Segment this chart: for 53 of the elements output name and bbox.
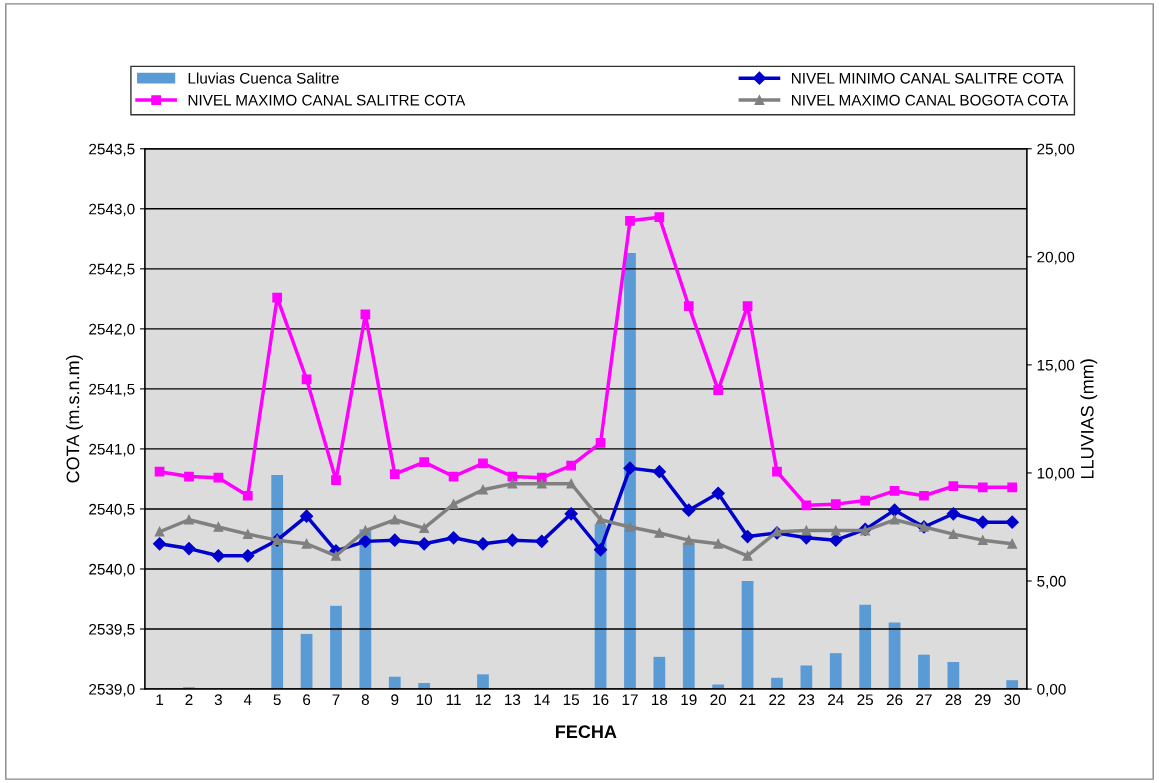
x-tick-label: 5 (273, 694, 281, 706)
x-tick-label: 21 (739, 694, 756, 705)
y2-tick-label: 5,00 (1037, 575, 1066, 589)
x-tick-label: 14 (534, 694, 550, 705)
y-tick-label: 2542,5 (89, 263, 135, 277)
x-tick-label: 18 (652, 694, 668, 706)
y-axis-title: COTA (m.s.n.m) (66, 355, 83, 483)
x-tick-label: 30 (1004, 694, 1021, 706)
x-axis-title: FECHA (555, 725, 617, 739)
y-tick-label: 2540,5 (89, 503, 135, 517)
y-tick-label: 2543,5 (89, 143, 135, 157)
x-tick-label: 20 (710, 694, 727, 706)
x-tick-label: 17 (622, 694, 638, 705)
x-tick-label: 29 (975, 694, 991, 706)
y-tick-label: 2542,0 (89, 323, 135, 337)
x-tick-label: 16 (593, 694, 609, 706)
x-tick-label: 11 (446, 694, 461, 705)
y-tick-label: 2541,0 (89, 443, 135, 457)
y2-tick-label: 15,00 (1037, 359, 1075, 373)
x-tick-label: 2 (185, 694, 193, 705)
x-tick-label: 13 (505, 694, 521, 706)
x-tick-label: 6 (303, 694, 311, 706)
x-tick-label: 4 (243, 694, 252, 705)
y2-axis-title: LLUVIAS (mm) (1080, 359, 1098, 479)
y-tick-label: 2540,0 (89, 563, 135, 577)
legend-label: NIVEL MINIMO CANAL SALITRE COTA (791, 72, 1064, 84)
y-tick-label: 2539,0 (89, 683, 135, 697)
x-tick-label: 10 (416, 694, 433, 706)
x-tick-label: 26 (886, 694, 903, 706)
x-tick-label: 7 (332, 694, 340, 705)
x-tick-label: 22 (769, 694, 785, 705)
x-tick-label: 25 (857, 694, 874, 706)
y-tick-label: 2541,5 (89, 383, 135, 397)
x-tick-label: 24 (828, 694, 844, 705)
x-tick-label: 9 (391, 694, 399, 706)
x-tick-label: 12 (475, 694, 491, 705)
x-tick-label: 28 (945, 694, 962, 706)
y2-tick-label: 10,00 (1037, 467, 1075, 481)
x-tick-label: 15 (563, 694, 580, 706)
y2-tick-label: 20,00 (1037, 251, 1075, 265)
legend-label: Lluvias Cuenca Salitre (188, 72, 339, 84)
legend-label: NIVEL MAXIMO CANAL SALITRE COTA (188, 94, 466, 106)
x-tick-label: 8 (361, 694, 369, 706)
y-tick-label: 2543,0 (89, 203, 135, 217)
x-tick-label: 19 (681, 694, 697, 706)
x-tick-label: 3 (214, 694, 222, 706)
y-tick-label: 2539,5 (89, 623, 135, 637)
x-tick-label: 1 (156, 694, 164, 705)
legend-label: NIVEL MAXIMO CANAL BOGOTA COTA (791, 94, 1069, 106)
x-tick-label: 27 (916, 694, 932, 705)
y2-tick-label: 0,00 (1037, 683, 1066, 697)
x-tick-label: 23 (798, 694, 815, 706)
y2-tick-label: 25,00 (1037, 143, 1075, 157)
